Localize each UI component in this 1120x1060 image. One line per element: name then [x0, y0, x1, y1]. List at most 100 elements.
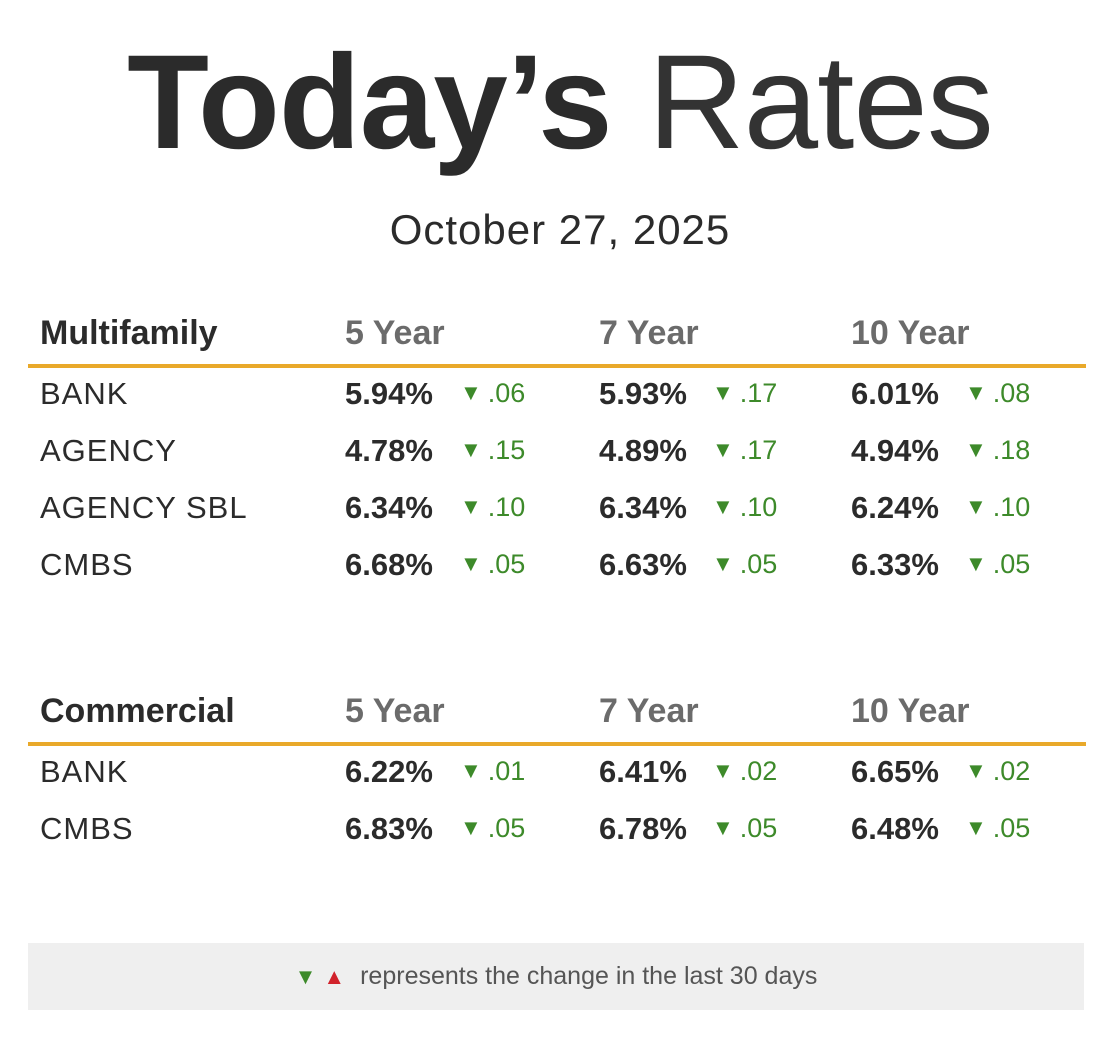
commercial-header: Commercial 5 Year 7 Year 10 Year [28, 688, 1086, 742]
rate-value: 6.24% [851, 490, 939, 525]
rate-value: 6.48% [851, 811, 939, 846]
rate-value: 6.63% [599, 547, 687, 582]
table-row: BANK 5.94% ▼ .06 5.93% ▼ .17 6.01% ▼ .08 [28, 368, 1086, 425]
change-value: .06 [487, 378, 526, 408]
rate-change: ▼ .05 [460, 549, 525, 580]
title-bold: Today’s [127, 28, 612, 177]
column-10-year: 10 Year [851, 314, 970, 352]
rate-value: 6.78% [599, 811, 687, 846]
change-value: .18 [992, 435, 1031, 465]
commercial-rows: BANK 6.22% ▼ .01 6.41% ▼ .02 6.65% ▼ .02 CMBS 6.83… [28, 746, 1086, 860]
header-divider [28, 742, 1086, 746]
rate-value: 6.33% [851, 547, 939, 582]
down-triangle-icon: ▼ [712, 494, 734, 519]
rate-change: ▼ .10 [460, 492, 525, 523]
change-value: .02 [739, 756, 778, 786]
rate-value: 6.65% [851, 754, 939, 789]
rate-value: 6.01% [851, 376, 939, 411]
rate-change: ▼ .02 [965, 756, 1030, 787]
multifamily-header: Multifamily 5 Year 7 Year 10 Year [28, 310, 1086, 364]
row-label: CMBS [40, 547, 134, 582]
multifamily-section: Multifamily 5 Year 7 Year 10 Year BANK 5.… [28, 310, 1086, 596]
down-triangle-icon: ▼ [460, 551, 482, 576]
down-triangle-icon: ▼ [965, 437, 987, 462]
down-triangle-icon: ▼ [712, 437, 734, 462]
row-label: BANK [40, 376, 129, 411]
row-label: AGENCY SBL [40, 490, 248, 525]
rate-value: 6.34% [599, 490, 687, 525]
change-value: .10 [487, 492, 526, 522]
rate-value: 6.83% [345, 811, 433, 846]
title-light: Rates [647, 28, 994, 177]
rate-change: ▼ .05 [712, 813, 777, 844]
rate-change: ▼ .17 [712, 378, 777, 409]
rate-change: ▼ .10 [712, 492, 777, 523]
down-triangle-icon: ▼ [460, 758, 482, 783]
legend-text: represents the change in the last 30 day… [360, 962, 818, 990]
change-value: .10 [992, 492, 1031, 522]
change-value: .15 [487, 435, 526, 465]
rate-value: 5.94% [345, 376, 433, 411]
down-triangle-icon: ▼ [712, 380, 734, 405]
rate-value: 5.93% [599, 376, 687, 411]
column-7-year: 7 Year [599, 692, 699, 730]
rate-change: ▼ .17 [712, 435, 777, 466]
commercial-heading: Commercial [40, 692, 235, 730]
rate-change: ▼ .05 [712, 549, 777, 580]
rate-change: ▼ .05 [460, 813, 525, 844]
header-divider [28, 364, 1086, 368]
table-row: CMBS 6.83% ▼ .05 6.78% ▼ .05 6.48% ▼ .05 [28, 803, 1086, 860]
rate-value: 4.94% [851, 433, 939, 468]
row-label: AGENCY [40, 433, 177, 468]
rate-change: ▼ .08 [965, 378, 1030, 409]
change-value: .05 [992, 549, 1031, 579]
down-triangle-icon: ▼ [965, 551, 987, 576]
down-triangle-icon: ▼ [965, 380, 987, 405]
table-row: AGENCY SBL 6.34% ▼ .10 6.34% ▼ .10 6.24% ▼ .10 [28, 482, 1086, 539]
rate-value: 4.78% [345, 433, 433, 468]
page-title: Today’s Rates [0, 28, 1120, 178]
change-value: .05 [992, 813, 1031, 843]
table-row: CMBS 6.68% ▼ .05 6.63% ▼ .05 6.33% ▼ .05 [28, 539, 1086, 596]
down-triangle-icon: ▼ [460, 380, 482, 405]
change-value: .05 [739, 813, 778, 843]
rate-value: 6.34% [345, 490, 433, 525]
down-triangle-icon: ▼ [965, 758, 987, 783]
up-triangle-icon: ▲ [323, 964, 346, 989]
change-value: .10 [739, 492, 778, 522]
legend-footer: ▼ ▲ represents the change in the last 30… [28, 943, 1084, 1010]
column-5-year: 5 Year [345, 314, 445, 352]
change-value: .05 [487, 549, 526, 579]
down-triangle-icon: ▼ [712, 551, 734, 576]
row-label: CMBS [40, 811, 134, 846]
rate-change: ▼ .02 [712, 756, 777, 787]
rate-value: 4.89% [599, 433, 687, 468]
rate-value: 6.68% [345, 547, 433, 582]
down-triangle-icon: ▼ [460, 494, 482, 519]
change-value: .02 [992, 756, 1031, 786]
change-value: .05 [739, 549, 778, 579]
down-triangle-icon: ▼ [460, 815, 482, 840]
down-triangle-icon: ▼ [294, 964, 317, 989]
rate-change: ▼ .06 [460, 378, 525, 409]
rate-change: ▼ .01 [460, 756, 525, 787]
row-label: BANK [40, 754, 129, 789]
rate-change: ▼ .18 [965, 435, 1030, 466]
change-value: .17 [739, 378, 778, 408]
change-value: .08 [992, 378, 1031, 408]
rate-change: ▼ .10 [965, 492, 1030, 523]
rate-value: 6.41% [599, 754, 687, 789]
column-10-year: 10 Year [851, 692, 970, 730]
down-triangle-icon: ▼ [712, 815, 734, 840]
change-value: .17 [739, 435, 778, 465]
rate-change: ▼ .05 [965, 813, 1030, 844]
change-value: .05 [487, 813, 526, 843]
down-triangle-icon: ▼ [965, 815, 987, 840]
down-triangle-icon: ▼ [965, 494, 987, 519]
rates-date: October 27, 2025 [389, 206, 731, 253]
rate-value: 6.22% [345, 754, 433, 789]
change-value: .01 [487, 756, 526, 786]
down-triangle-icon: ▼ [460, 437, 482, 462]
column-5-year: 5 Year [345, 692, 445, 730]
multifamily-rows: BANK 5.94% ▼ .06 5.93% ▼ .17 6.01% ▼ .08 AGENCY 4.… [28, 368, 1086, 596]
